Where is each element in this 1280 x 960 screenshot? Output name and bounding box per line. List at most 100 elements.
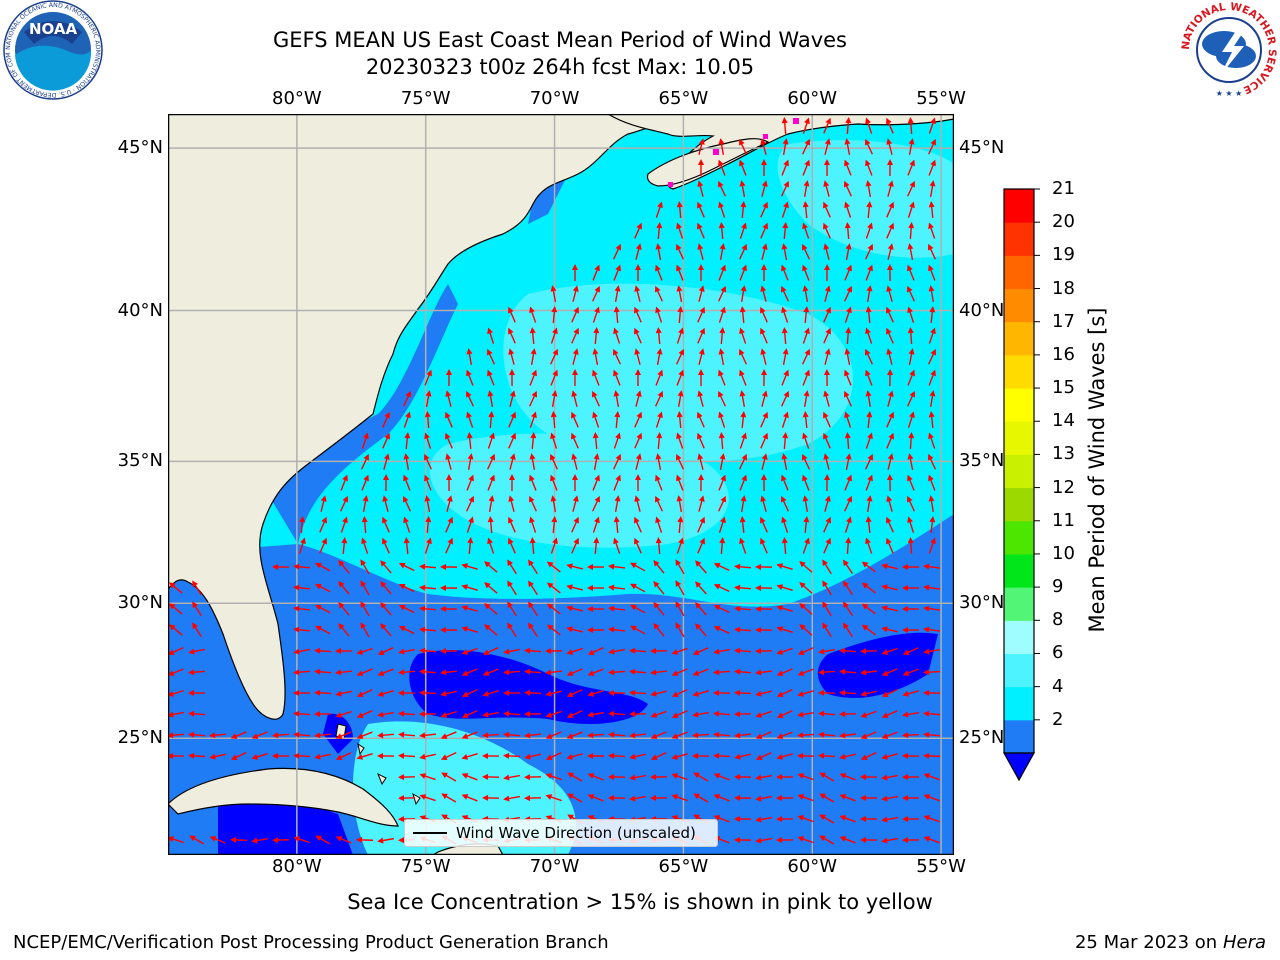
wind-wave-arrow bbox=[461, 731, 478, 739]
wind-wave-arrow bbox=[697, 306, 705, 323]
wind-wave-arrow bbox=[739, 138, 747, 155]
colorbar-segment bbox=[1004, 321, 1034, 356]
wind-wave-arrow bbox=[718, 516, 726, 533]
colorbar-tick-label: 10 bbox=[1052, 542, 1075, 564]
wind-wave-arrow bbox=[612, 453, 621, 470]
wind-wave-arrow bbox=[866, 495, 873, 513]
wind-wave-arrow bbox=[718, 264, 726, 281]
wind-wave-arrow bbox=[902, 668, 919, 676]
wind-wave-arrow bbox=[650, 751, 667, 760]
colorbar-segment bbox=[1004, 719, 1034, 754]
wind-wave-arrow bbox=[781, 243, 788, 260]
wind-wave-arrow bbox=[382, 495, 389, 512]
wind-wave-arrow bbox=[192, 622, 202, 638]
wind-wave-arrow bbox=[676, 411, 683, 429]
wind-wave-arrow bbox=[613, 327, 621, 344]
wind-wave-arrow bbox=[613, 243, 621, 260]
wind-wave-arrow bbox=[886, 327, 894, 344]
wind-wave-arrow bbox=[630, 562, 646, 572]
legend-line bbox=[413, 832, 447, 834]
wind-wave-arrow bbox=[739, 390, 746, 408]
wind-wave-arrow bbox=[907, 453, 914, 470]
wind-wave-arrow bbox=[928, 432, 936, 449]
wind-wave-arrow bbox=[797, 647, 814, 655]
wind-wave-arrow bbox=[482, 647, 499, 655]
wind-wave-arrow bbox=[403, 495, 412, 512]
wind-wave-arrow bbox=[781, 453, 788, 470]
wind-wave-arrow bbox=[693, 793, 709, 803]
wind-wave-arrow bbox=[168, 732, 185, 739]
wind-wave-arrow bbox=[530, 432, 537, 450]
wind-wave-arrow bbox=[587, 584, 605, 591]
wind-wave-arrow bbox=[192, 601, 202, 617]
wind-wave-arrow bbox=[861, 624, 876, 636]
wind-wave-arrow bbox=[734, 626, 752, 633]
wind-wave-arrow bbox=[676, 285, 683, 302]
wind-wave-arrow bbox=[419, 773, 436, 781]
wind-wave-arrow bbox=[929, 180, 936, 198]
wind-wave-arrow bbox=[865, 348, 874, 365]
wind-wave-arrow bbox=[886, 432, 894, 449]
wind-wave-arrow bbox=[419, 689, 437, 696]
wind-wave-arrow bbox=[461, 605, 478, 612]
wind-wave-arrow bbox=[655, 369, 663, 386]
wind-wave-arrow bbox=[424, 453, 432, 470]
land-bahamas bbox=[335, 723, 421, 806]
wind-wave-arrow bbox=[655, 537, 662, 555]
wind-wave-arrow bbox=[844, 201, 852, 218]
wind-wave-arrow bbox=[844, 222, 851, 240]
wind-wave-arrow bbox=[843, 559, 854, 575]
wind-wave-arrow bbox=[551, 306, 558, 324]
wind-wave-arrow bbox=[886, 264, 893, 282]
wind-wave-arrow bbox=[503, 689, 521, 696]
wind-wave-arrow bbox=[398, 669, 416, 676]
wind-wave-arrow bbox=[676, 264, 684, 281]
wind-wave-arrow bbox=[566, 584, 583, 591]
wind-wave-arrow bbox=[823, 306, 831, 323]
colorbar-segment bbox=[1004, 222, 1034, 256]
wind-wave-arrow bbox=[484, 603, 498, 615]
wind-wave-arrow bbox=[761, 390, 768, 407]
colorbar-tick-label: 19 bbox=[1052, 244, 1075, 266]
wind-wave-arrow bbox=[572, 348, 579, 365]
wind-wave-arrow bbox=[718, 495, 726, 512]
wind-wave-arrow bbox=[592, 348, 599, 365]
wind-wave-arrow bbox=[824, 138, 831, 155]
wind-wave-arrow bbox=[865, 138, 874, 155]
wind-wave-arrow bbox=[566, 710, 583, 718]
wind-wave-arrow bbox=[697, 201, 705, 218]
wind-wave-arrow bbox=[902, 774, 920, 781]
wind-wave-arrow bbox=[445, 537, 453, 554]
wind-wave-arrow bbox=[380, 602, 392, 616]
wind-wave-arrow bbox=[630, 625, 646, 635]
wind-wave-arrow bbox=[550, 285, 557, 302]
wind-wave-arrow bbox=[803, 390, 810, 408]
wind-wave-arrow bbox=[692, 752, 710, 759]
wind-wave-arrow bbox=[692, 732, 710, 739]
sea-ice-marker bbox=[793, 118, 799, 124]
wind-wave-arrow bbox=[188, 731, 206, 738]
wind-wave-arrow bbox=[865, 474, 873, 491]
wind-wave-arrow bbox=[338, 602, 350, 616]
wind-wave-arrow bbox=[380, 581, 392, 595]
wind-wave-arrow bbox=[425, 516, 432, 534]
wind-wave-arrow bbox=[655, 201, 663, 218]
wind-wave-arrow bbox=[571, 432, 579, 449]
wind-wave-arrow bbox=[419, 711, 437, 718]
wind-wave-arrow bbox=[566, 647, 583, 655]
wind-wave-arrow bbox=[886, 285, 893, 302]
wind-wave-arrow bbox=[860, 648, 878, 655]
wind-wave-arrow bbox=[629, 774, 647, 781]
wind-wave-arrow bbox=[168, 668, 184, 676]
wind-wave-arrow bbox=[860, 731, 877, 739]
wind-wave-arrow bbox=[419, 732, 437, 739]
wind-wave-arrow bbox=[272, 752, 290, 759]
wind-wave-arrow bbox=[650, 690, 667, 697]
wind-wave-arrow bbox=[529, 495, 537, 512]
wind-wave-arrow bbox=[671, 753, 688, 760]
wind-wave-arrow bbox=[923, 710, 941, 717]
wind-wave-arrow bbox=[377, 711, 394, 718]
wind-wave-arrow bbox=[272, 563, 290, 570]
wind-wave-arrow bbox=[902, 647, 919, 655]
wind-wave-arrow bbox=[509, 474, 516, 492]
